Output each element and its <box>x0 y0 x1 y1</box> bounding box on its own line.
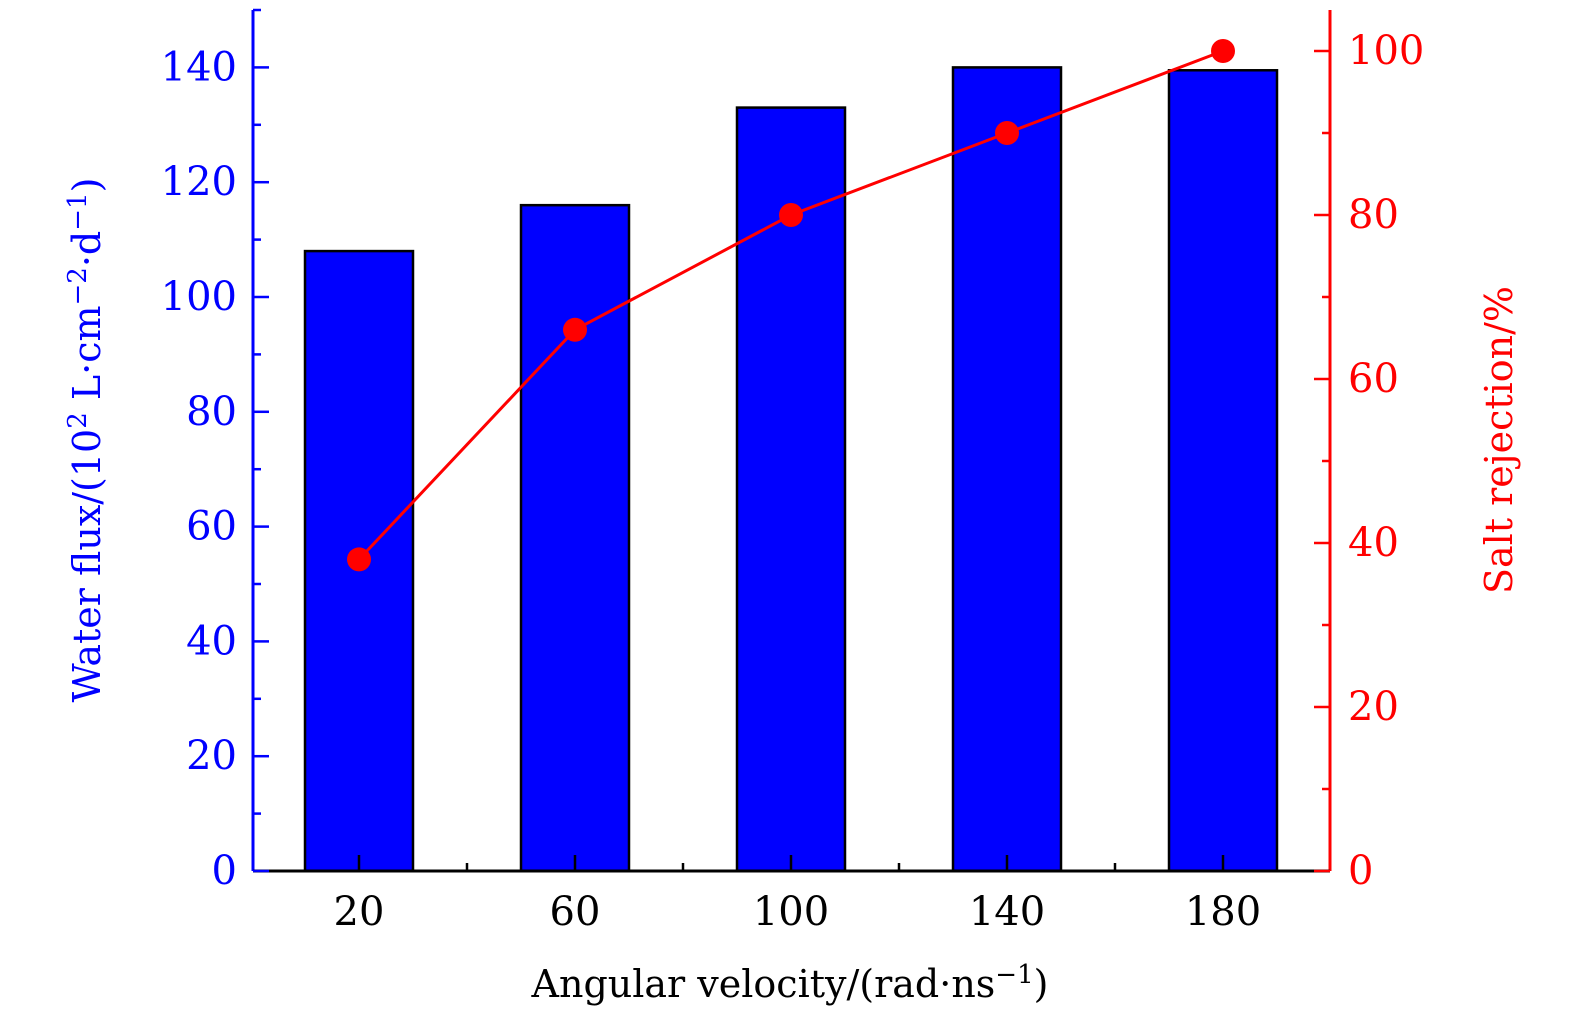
water-flux-bar <box>519 203 631 873</box>
left-tick-label: 60 <box>186 504 237 550</box>
x-axis-label-sup: −1 <box>995 960 1033 990</box>
salt-rejection-point <box>779 203 803 227</box>
right-tick-label: 40 <box>1348 520 1399 566</box>
x-tick-label: 20 <box>334 889 385 935</box>
left-axis-label-part: L·cm <box>65 305 109 412</box>
x-tick-label: 100 <box>753 889 829 935</box>
salt-rejection-series <box>347 39 1235 572</box>
x-tick-label: 180 <box>1185 889 1261 935</box>
x-tick-label: 140 <box>969 889 1045 935</box>
left-tick-label: 140 <box>161 44 237 90</box>
salt-rejection-point <box>1211 39 1235 63</box>
x-axis-label: Angular velocity/(rad·ns−1) <box>531 960 1049 1006</box>
right-tick-label: 0 <box>1348 848 1373 894</box>
water-flux-bar <box>951 66 1063 873</box>
right-tick-label: 100 <box>1348 28 1424 74</box>
salt-rejection-point <box>995 121 1019 145</box>
left-tick-label: 80 <box>186 389 237 435</box>
left-tick-label: 0 <box>212 848 237 894</box>
axis-labels: Angular velocity/(rad·ns−1)Water flux/(1… <box>63 178 1521 1006</box>
x-tick-label: 60 <box>550 889 601 935</box>
left-tick-label: 20 <box>186 733 237 779</box>
left-axis-label-part: Water flux/(10 <box>65 429 109 703</box>
left-axis-label-sup: −1 <box>63 192 93 230</box>
water-flux-bars <box>303 66 1279 873</box>
left-axis-label-sup: 2 <box>63 412 93 429</box>
left-axis-label-part: ) <box>65 178 109 193</box>
salt-rejection-point <box>347 547 371 572</box>
left-tick-label: 100 <box>161 274 237 320</box>
x-axis-label-main: Angular velocity/(rad·ns <box>531 962 996 1006</box>
left-axis-label: Water flux/(102 L·cm−2·d−1) <box>63 178 109 703</box>
left-tick-label: 40 <box>186 618 237 664</box>
right-tick-label: 20 <box>1348 684 1399 730</box>
right-tick-label: 60 <box>1348 356 1399 402</box>
axes: 0 20 40 60 80 100 120 140 0 20 40 60 80 100 20 60 100 140… <box>161 8 1424 935</box>
left-axis-label-part: ·d <box>65 231 109 267</box>
right-tick-label: 80 <box>1348 192 1399 238</box>
salt-rejection-point <box>563 317 587 342</box>
water-flux-bar <box>1167 69 1279 873</box>
right-axis-label: Salt rejection/% <box>1477 286 1521 594</box>
left-tick-label: 120 <box>161 159 237 205</box>
left-axis-label-sup: −2 <box>63 267 93 305</box>
x-axis-label-end: ) <box>1034 962 1049 1006</box>
